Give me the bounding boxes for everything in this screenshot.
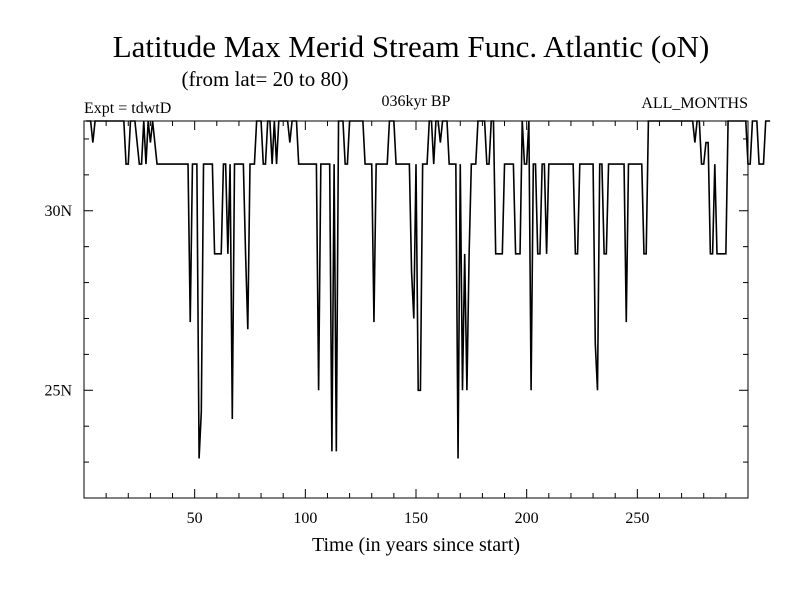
x-tick-label: 50: [187, 510, 203, 527]
x-axis-label: Time (in years since start): [312, 534, 520, 556]
series-group: [86, 120, 771, 459]
x-tick-label: 100: [293, 510, 317, 527]
experiment-label: Expt = tdwtD: [84, 100, 171, 117]
x-tick-label: 150: [404, 510, 428, 527]
y-tick-label: 30N: [44, 203, 72, 220]
y-tick-labels: 25N 30N: [44, 203, 72, 400]
period-label: 036kyr BP: [382, 93, 451, 110]
months-label: ALL_MONTHS: [641, 95, 748, 112]
axis-ticks: [84, 121, 748, 498]
chart-title: Latitude Max Merid Stream Func. Atlantic…: [113, 29, 710, 64]
y-tick-label: 25N: [44, 382, 72, 399]
x-tick-labels: 50 100 150 200 250: [187, 510, 650, 527]
series-line: [86, 120, 771, 459]
x-tick-label: 250: [625, 510, 649, 527]
x-tick-label: 200: [515, 510, 539, 527]
chart-subtitle: (from lat= 20 to 80): [182, 67, 349, 91]
